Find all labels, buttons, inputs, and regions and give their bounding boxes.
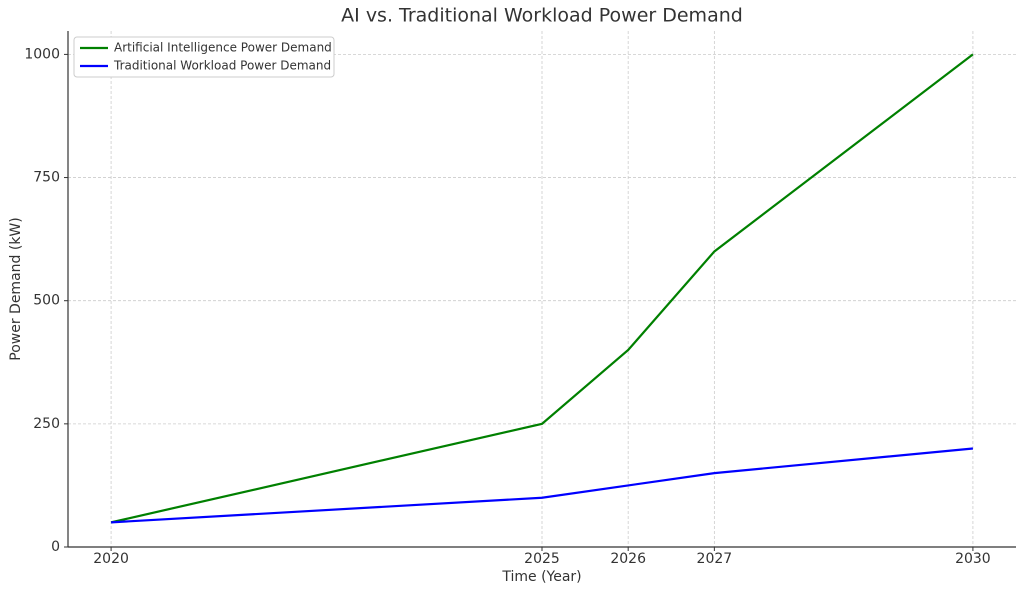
data-line bbox=[110, 53, 974, 524]
legend-label: Traditional Workload Power Demand bbox=[113, 59, 331, 73]
y-tick-label: 750 bbox=[33, 170, 60, 186]
y-tick-label: 1000 bbox=[24, 46, 60, 62]
x-tick-label: 2025 bbox=[524, 551, 560, 567]
grid bbox=[68, 31, 1016, 548]
x-tick-label: 2026 bbox=[610, 551, 646, 567]
x-tick-label: 2027 bbox=[697, 551, 733, 567]
y-tick-label: 250 bbox=[33, 416, 60, 432]
y-tick-label: 0 bbox=[51, 539, 60, 555]
x-tick-label: 2030 bbox=[955, 551, 991, 567]
y-tick-label: 500 bbox=[33, 293, 60, 309]
chart-title: AI vs. Traditional Workload Power Demand bbox=[341, 5, 743, 27]
plot bbox=[110, 53, 974, 524]
data-line bbox=[111, 447, 974, 524]
legend: Artificial Intelligence Power Demand Trad… bbox=[73, 36, 335, 78]
legend-label: Artificial Intelligence Power Demand bbox=[114, 41, 332, 55]
x-axis-label: Time (Year) bbox=[501, 569, 581, 585]
legend-box bbox=[73, 36, 335, 78]
x-tick-label: 2020 bbox=[93, 551, 129, 567]
y-axis-label: Power Demand (kW) bbox=[8, 217, 24, 360]
